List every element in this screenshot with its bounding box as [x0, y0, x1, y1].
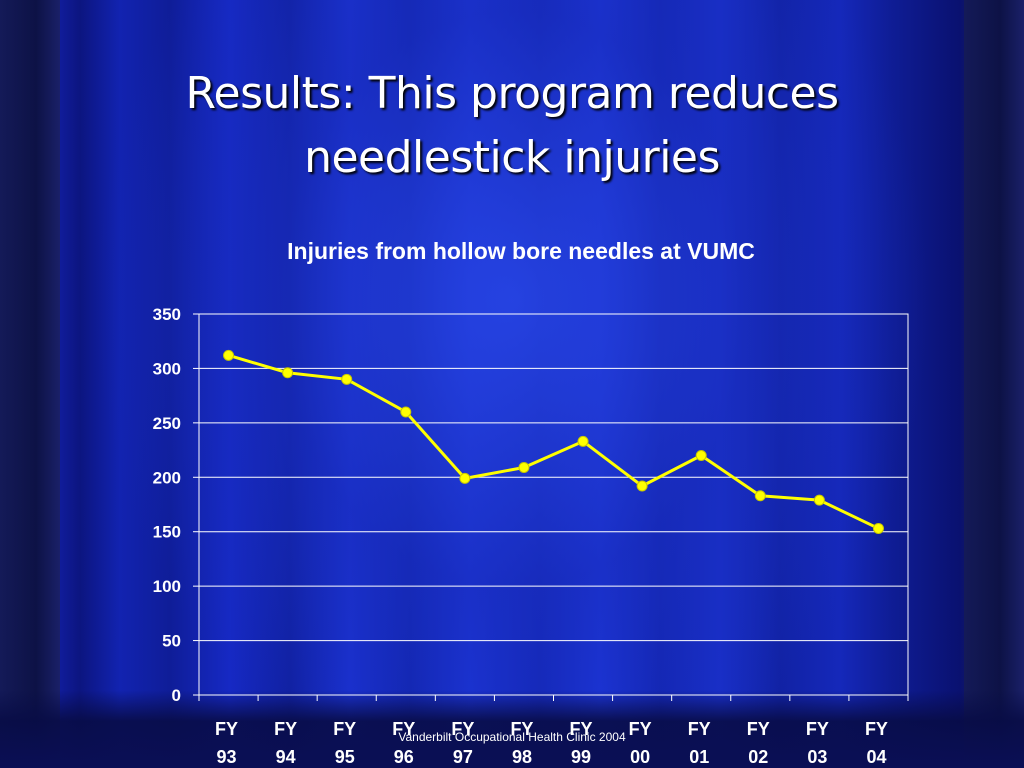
x-tick-label: FY	[392, 719, 415, 739]
data-point	[341, 373, 353, 385]
slide-title: Results: This program reduces needlestic…	[60, 62, 964, 190]
x-tick-label: 00	[630, 747, 650, 767]
data-point	[459, 472, 471, 484]
x-tick-label: FY	[274, 719, 297, 739]
data-point	[813, 494, 825, 506]
data-point	[754, 490, 766, 502]
chart-title: Injuries from hollow bore needles at VUM…	[287, 238, 755, 264]
left-curtain-edge	[0, 0, 60, 768]
data-point	[282, 367, 294, 379]
y-tick-label: 100	[153, 577, 181, 596]
footer-credit: Vanderbilt Occupational Health Clinic 20…	[398, 730, 626, 744]
data-point	[518, 461, 530, 473]
y-tick-label: 0	[172, 686, 181, 705]
data-point	[223, 349, 235, 361]
x-tick-label: FY	[215, 719, 238, 739]
series-line	[228, 353, 880, 530]
x-tick-label: 03	[807, 747, 827, 767]
y-tick-label: 300	[153, 359, 181, 378]
x-tick-label: 02	[748, 747, 768, 767]
data-point	[636, 480, 648, 492]
data-point	[577, 435, 589, 447]
y-tick-label: 350	[153, 305, 181, 324]
y-tick-label: 50	[162, 632, 181, 651]
x-tick-label: FY	[570, 719, 593, 739]
slide-title-line-1: Results: This program reduces	[185, 68, 839, 119]
x-tick-label: 01	[689, 747, 709, 767]
x-tick-label: FY	[510, 719, 533, 739]
x-tick-label: 97	[453, 747, 473, 767]
data-point	[872, 522, 884, 534]
y-tick-label: 250	[153, 414, 181, 433]
x-tick-label: 93	[217, 747, 237, 767]
x-tick-label: FY	[629, 719, 652, 739]
x-tick-label: FY	[688, 719, 711, 739]
x-tick-label: 04	[866, 747, 886, 767]
slide-title-line-2: needlestick injuries	[304, 132, 720, 183]
x-tick-label: FY	[333, 719, 356, 739]
data-point	[400, 406, 412, 418]
y-tick-label: 200	[153, 468, 181, 487]
x-tick-label: 94	[276, 747, 296, 767]
right-curtain-edge	[964, 0, 1024, 768]
x-tick-label: 98	[512, 747, 532, 767]
data-point	[695, 450, 707, 462]
x-tick-label: FY	[451, 719, 474, 739]
curtain-bottom	[0, 690, 1024, 768]
x-tick-label: FY	[747, 719, 770, 739]
x-tick-label: 96	[394, 747, 414, 767]
x-tick-label: 99	[571, 747, 591, 767]
x-tick-label: FY	[865, 719, 888, 739]
y-tick-label: 150	[153, 523, 181, 542]
x-tick-label: FY	[806, 719, 829, 739]
plot-area	[198, 313, 909, 696]
x-tick-label: 95	[335, 747, 355, 767]
